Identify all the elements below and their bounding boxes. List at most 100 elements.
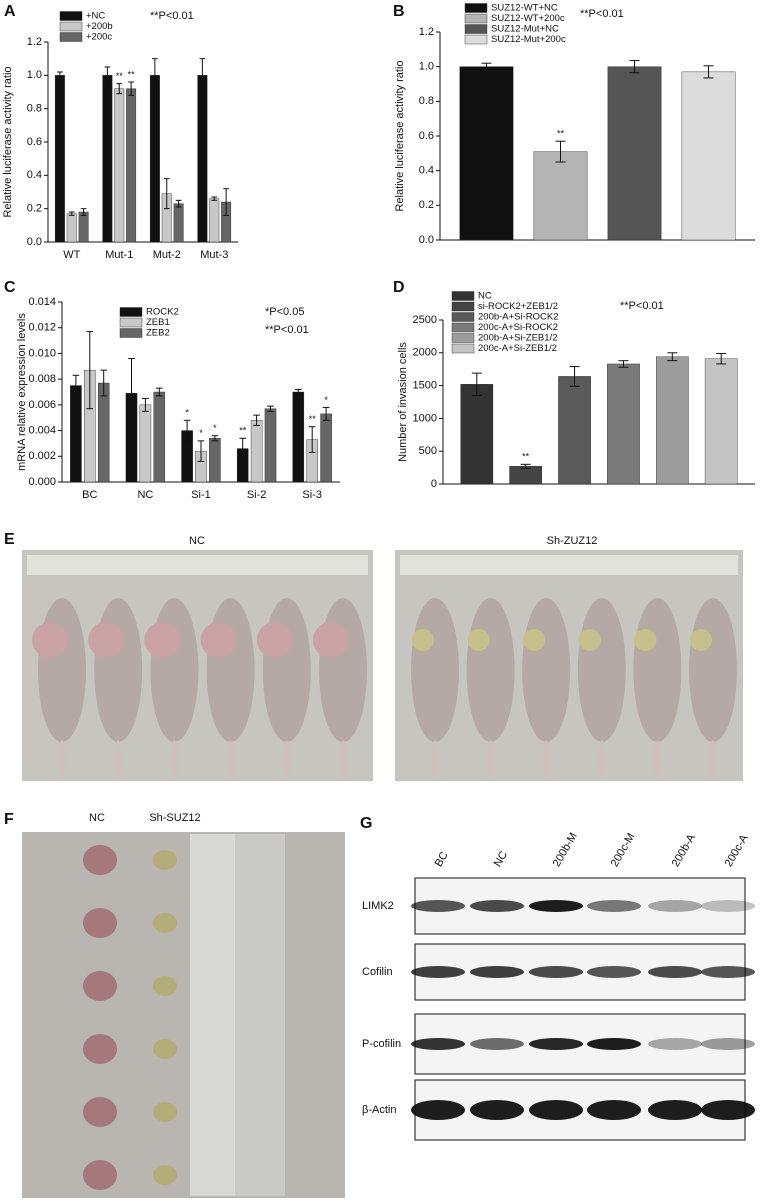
band — [701, 1100, 755, 1120]
bar — [126, 88, 137, 243]
bar — [78, 211, 89, 243]
y-tick-label: 0.4 — [27, 169, 42, 181]
legend-swatch — [451, 322, 475, 333]
mouse — [411, 598, 459, 742]
lane-label: NC — [492, 849, 510, 869]
bar — [197, 75, 208, 243]
significance-label: ** — [309, 414, 317, 424]
legend-label: SUZ12-WT+NC — [491, 3, 558, 14]
bar — [209, 438, 221, 483]
mouse-tail — [432, 740, 438, 780]
tumor — [467, 629, 490, 651]
x-tick-label: WT — [63, 249, 80, 261]
bar — [54, 75, 65, 243]
bar — [102, 75, 113, 243]
bar — [70, 385, 82, 483]
panel-label: D — [393, 279, 405, 296]
y-tick-label: 1.0 — [27, 69, 42, 81]
band — [587, 1038, 641, 1050]
legend-swatch — [59, 32, 83, 42]
annotation: **P<0.01 — [265, 324, 309, 336]
band — [470, 966, 524, 978]
legend-swatch — [464, 13, 488, 24]
panel-label: B — [393, 3, 405, 20]
y-axis-label: Relative luciferase activity ratio — [394, 60, 406, 211]
bar — [459, 66, 514, 241]
ruler — [235, 834, 285, 1196]
significance-label: * — [213, 423, 217, 433]
photo-label: Sh-ZUZ12 — [547, 535, 598, 547]
mouse — [94, 598, 143, 742]
y-tick-label: 1000 — [413, 412, 437, 424]
mouse — [466, 598, 515, 742]
legend-swatch — [451, 333, 475, 343]
legend-label: si-ROCK2+ZEB1/2 — [478, 301, 558, 312]
legend-label: +200b — [86, 21, 113, 32]
bar — [209, 198, 220, 243]
bar — [173, 203, 184, 243]
lane-label: 200c-A — [723, 832, 751, 869]
mouse — [633, 598, 682, 742]
band — [470, 1100, 524, 1120]
bar — [704, 358, 738, 485]
tumor — [578, 629, 601, 651]
legend-swatch — [59, 11, 83, 21]
x-tick-label: Si-2 — [247, 489, 267, 501]
mouse — [319, 598, 367, 742]
bar — [114, 88, 125, 243]
photo — [22, 832, 345, 1198]
row-label: β-Actin — [362, 1104, 396, 1116]
legend-label: SUZ12-Mut+200c — [491, 34, 566, 45]
tumor-sh — [153, 1165, 177, 1185]
tumor-nc — [83, 1160, 117, 1190]
y-tick-label: 0.8 — [27, 103, 42, 115]
tumor — [634, 629, 657, 651]
tumor — [412, 629, 434, 651]
tumor — [313, 622, 349, 658]
legend-swatch — [451, 291, 475, 301]
legend-label: +200c — [86, 32, 112, 43]
mouse-tail — [227, 740, 234, 780]
y-tick-label: 0.8 — [419, 95, 434, 107]
tumor — [88, 622, 125, 658]
annotation: **P<0.01 — [150, 10, 194, 22]
legend-label: 200c-A+Si-ROCK2 — [478, 322, 558, 333]
legend-label: SUZ12-Mut+NC — [491, 24, 559, 35]
row-label: Cofilin — [362, 966, 393, 978]
bar — [66, 213, 77, 243]
y-tick-label: 1.2 — [419, 26, 434, 38]
y-tick-label: 1.0 — [419, 61, 434, 73]
bar — [320, 413, 332, 483]
mouse — [689, 598, 737, 742]
band — [411, 1100, 465, 1120]
bar — [139, 404, 152, 483]
x-tick-label: Mut-3 — [200, 249, 228, 261]
legend-label: +NC — [86, 11, 105, 22]
y-axis-label: Number of invasion cells — [397, 342, 409, 462]
tumor-nc — [83, 971, 117, 1001]
tumor — [256, 622, 293, 658]
y-tick-label: 2500 — [413, 314, 437, 326]
ruler — [27, 555, 368, 575]
mouse — [150, 598, 199, 742]
tumor-sh — [153, 1039, 177, 1059]
y-tick-label: 0.0 — [27, 236, 42, 248]
significance-label: ** — [522, 452, 530, 462]
y-tick-label: 0.012 — [28, 322, 56, 334]
mouse — [522, 598, 571, 742]
legend-label: ZEB2 — [146, 328, 170, 339]
significance-label: * — [324, 395, 328, 405]
band — [701, 1038, 755, 1050]
band — [411, 966, 465, 978]
mouse — [38, 598, 86, 742]
tumor-sh — [153, 913, 177, 933]
bar — [292, 391, 305, 483]
mouse-tail — [487, 740, 494, 780]
mouse — [577, 598, 626, 742]
legend-label: NC — [478, 291, 492, 302]
y-tick-label: 0.6 — [419, 130, 434, 142]
band — [587, 900, 641, 912]
row-label: LIMK2 — [362, 900, 394, 912]
bar — [607, 363, 640, 485]
tumor — [690, 629, 712, 651]
